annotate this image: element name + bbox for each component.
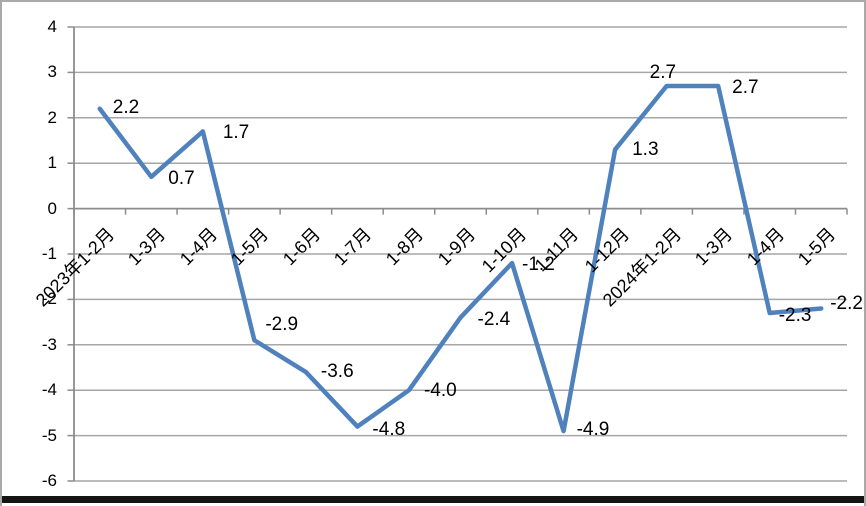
data-point-label: 2.7 [649, 62, 677, 84]
y-axis-tick-label: -5 [41, 425, 57, 445]
data-point-label: -2.4 [477, 308, 511, 330]
y-axis-tick-label: 1 [47, 153, 57, 173]
y-axis-tick-label: -1 [41, 244, 57, 263]
data-point-label: -1.2 [522, 254, 555, 276]
data-point-label: -2.3 [778, 305, 812, 327]
data-point-label: 2.7 [732, 77, 759, 99]
y-axis-tick-label: 0 [47, 198, 57, 218]
data-point-label: -4.0 [423, 380, 457, 402]
data-point-label: 2.2 [112, 96, 140, 118]
y-axis-tick-label: 2 [47, 107, 57, 127]
data-point-label: 0.7 [168, 167, 195, 189]
y-axis-tick-label: 3 [47, 62, 57, 82]
y-axis-tick-label: -4 [41, 380, 57, 400]
data-point-label: 1.7 [222, 122, 250, 144]
data-point-label: -2.2 [830, 293, 863, 315]
y-axis-tick-label: 4 [47, 17, 57, 36]
y-axis-tick-label: -6 [41, 471, 57, 490]
window-bottom-edge [2, 496, 864, 503]
data-point-label: -2.9 [265, 314, 299, 336]
data-point-label: 1.3 [632, 138, 659, 160]
data-point-label: -3.6 [320, 361, 354, 383]
y-axis-tick-label: -2 [41, 289, 57, 309]
data-point-label: -4.9 [576, 419, 610, 441]
y-axis-tick-label: -3 [41, 334, 57, 354]
series-line [97, 83, 824, 434]
data-point-label: -4.8 [372, 418, 406, 440]
